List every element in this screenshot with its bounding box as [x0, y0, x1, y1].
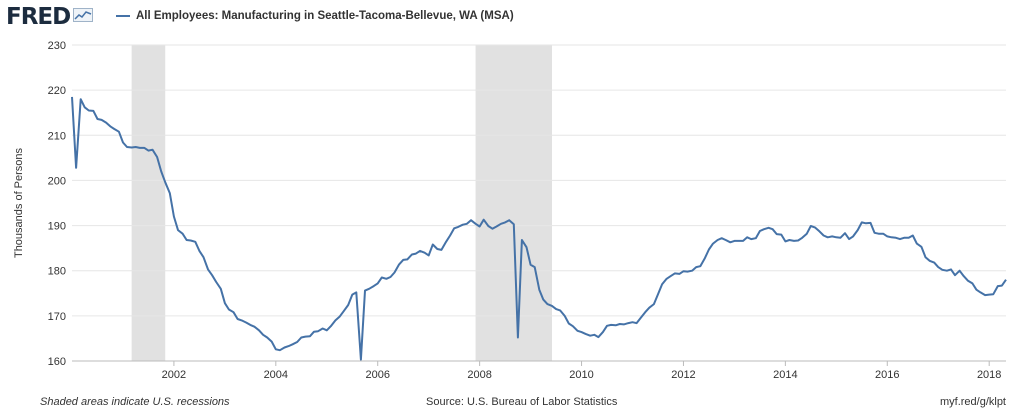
x-tick-label: 2016	[875, 369, 899, 381]
series-line-1	[71, 96, 1007, 361]
y-tick-label: 220	[48, 85, 66, 97]
x-tick-label: 2010	[569, 369, 593, 381]
fred-logo[interactable]: FRED	[6, 3, 94, 31]
x-tick-label: 2002	[162, 369, 186, 381]
y-tick-label: 200	[48, 175, 66, 187]
recession-band-2	[475, 45, 552, 361]
chart-legend: All Employees: Manufacturing in Seattle-…	[116, 10, 514, 22]
y-tick-label: 160	[48, 356, 66, 368]
x-tick-label: 2014	[773, 369, 797, 381]
x-tick-label: 2004	[264, 369, 288, 381]
source-note: Source: U.S. Bureau of Labor Statistics	[426, 396, 618, 408]
legend-swatch	[116, 15, 130, 17]
recession-note: Shaded areas indicate U.S. recessions	[40, 396, 230, 408]
y-tick-label: 190	[48, 221, 66, 233]
x-axis: 2002 2004 2006 2008 2010 2012 2014 2016 2018	[72, 360, 1006, 381]
gridlines	[72, 44, 1006, 362]
logo-text: FRED	[6, 4, 71, 30]
chart-line-icon	[73, 7, 94, 27]
chart-header: FRED All Employees: Manufacturing in Sea…	[0, 0, 1024, 34]
x-tick-label: 2008	[467, 369, 491, 381]
legend-label: All Employees: Manufacturing in Seattle-…	[136, 10, 514, 22]
y-tick-label: 230	[48, 40, 66, 52]
recession-shading	[131, 45, 552, 361]
chart-footer: Shaded areas indicate U.S. recessions So…	[0, 392, 1024, 412]
y-tick-label: 210	[48, 130, 66, 142]
x-tick-label: 2006	[365, 369, 389, 381]
x-tick-label: 2012	[671, 369, 695, 381]
y-axis-title: Thousands of Persons	[13, 147, 25, 258]
series-layer	[71, 96, 1007, 361]
recession-band-1	[131, 45, 166, 361]
short-link[interactable]: myf.red/g/klpt	[939, 396, 1006, 408]
y-tick-label: 180	[48, 266, 66, 278]
y-tick-label: 170	[48, 311, 66, 323]
x-tick-label: 2018	[977, 369, 1001, 381]
y-axis: 160 170 180 190 200 210 220 230	[48, 40, 66, 368]
